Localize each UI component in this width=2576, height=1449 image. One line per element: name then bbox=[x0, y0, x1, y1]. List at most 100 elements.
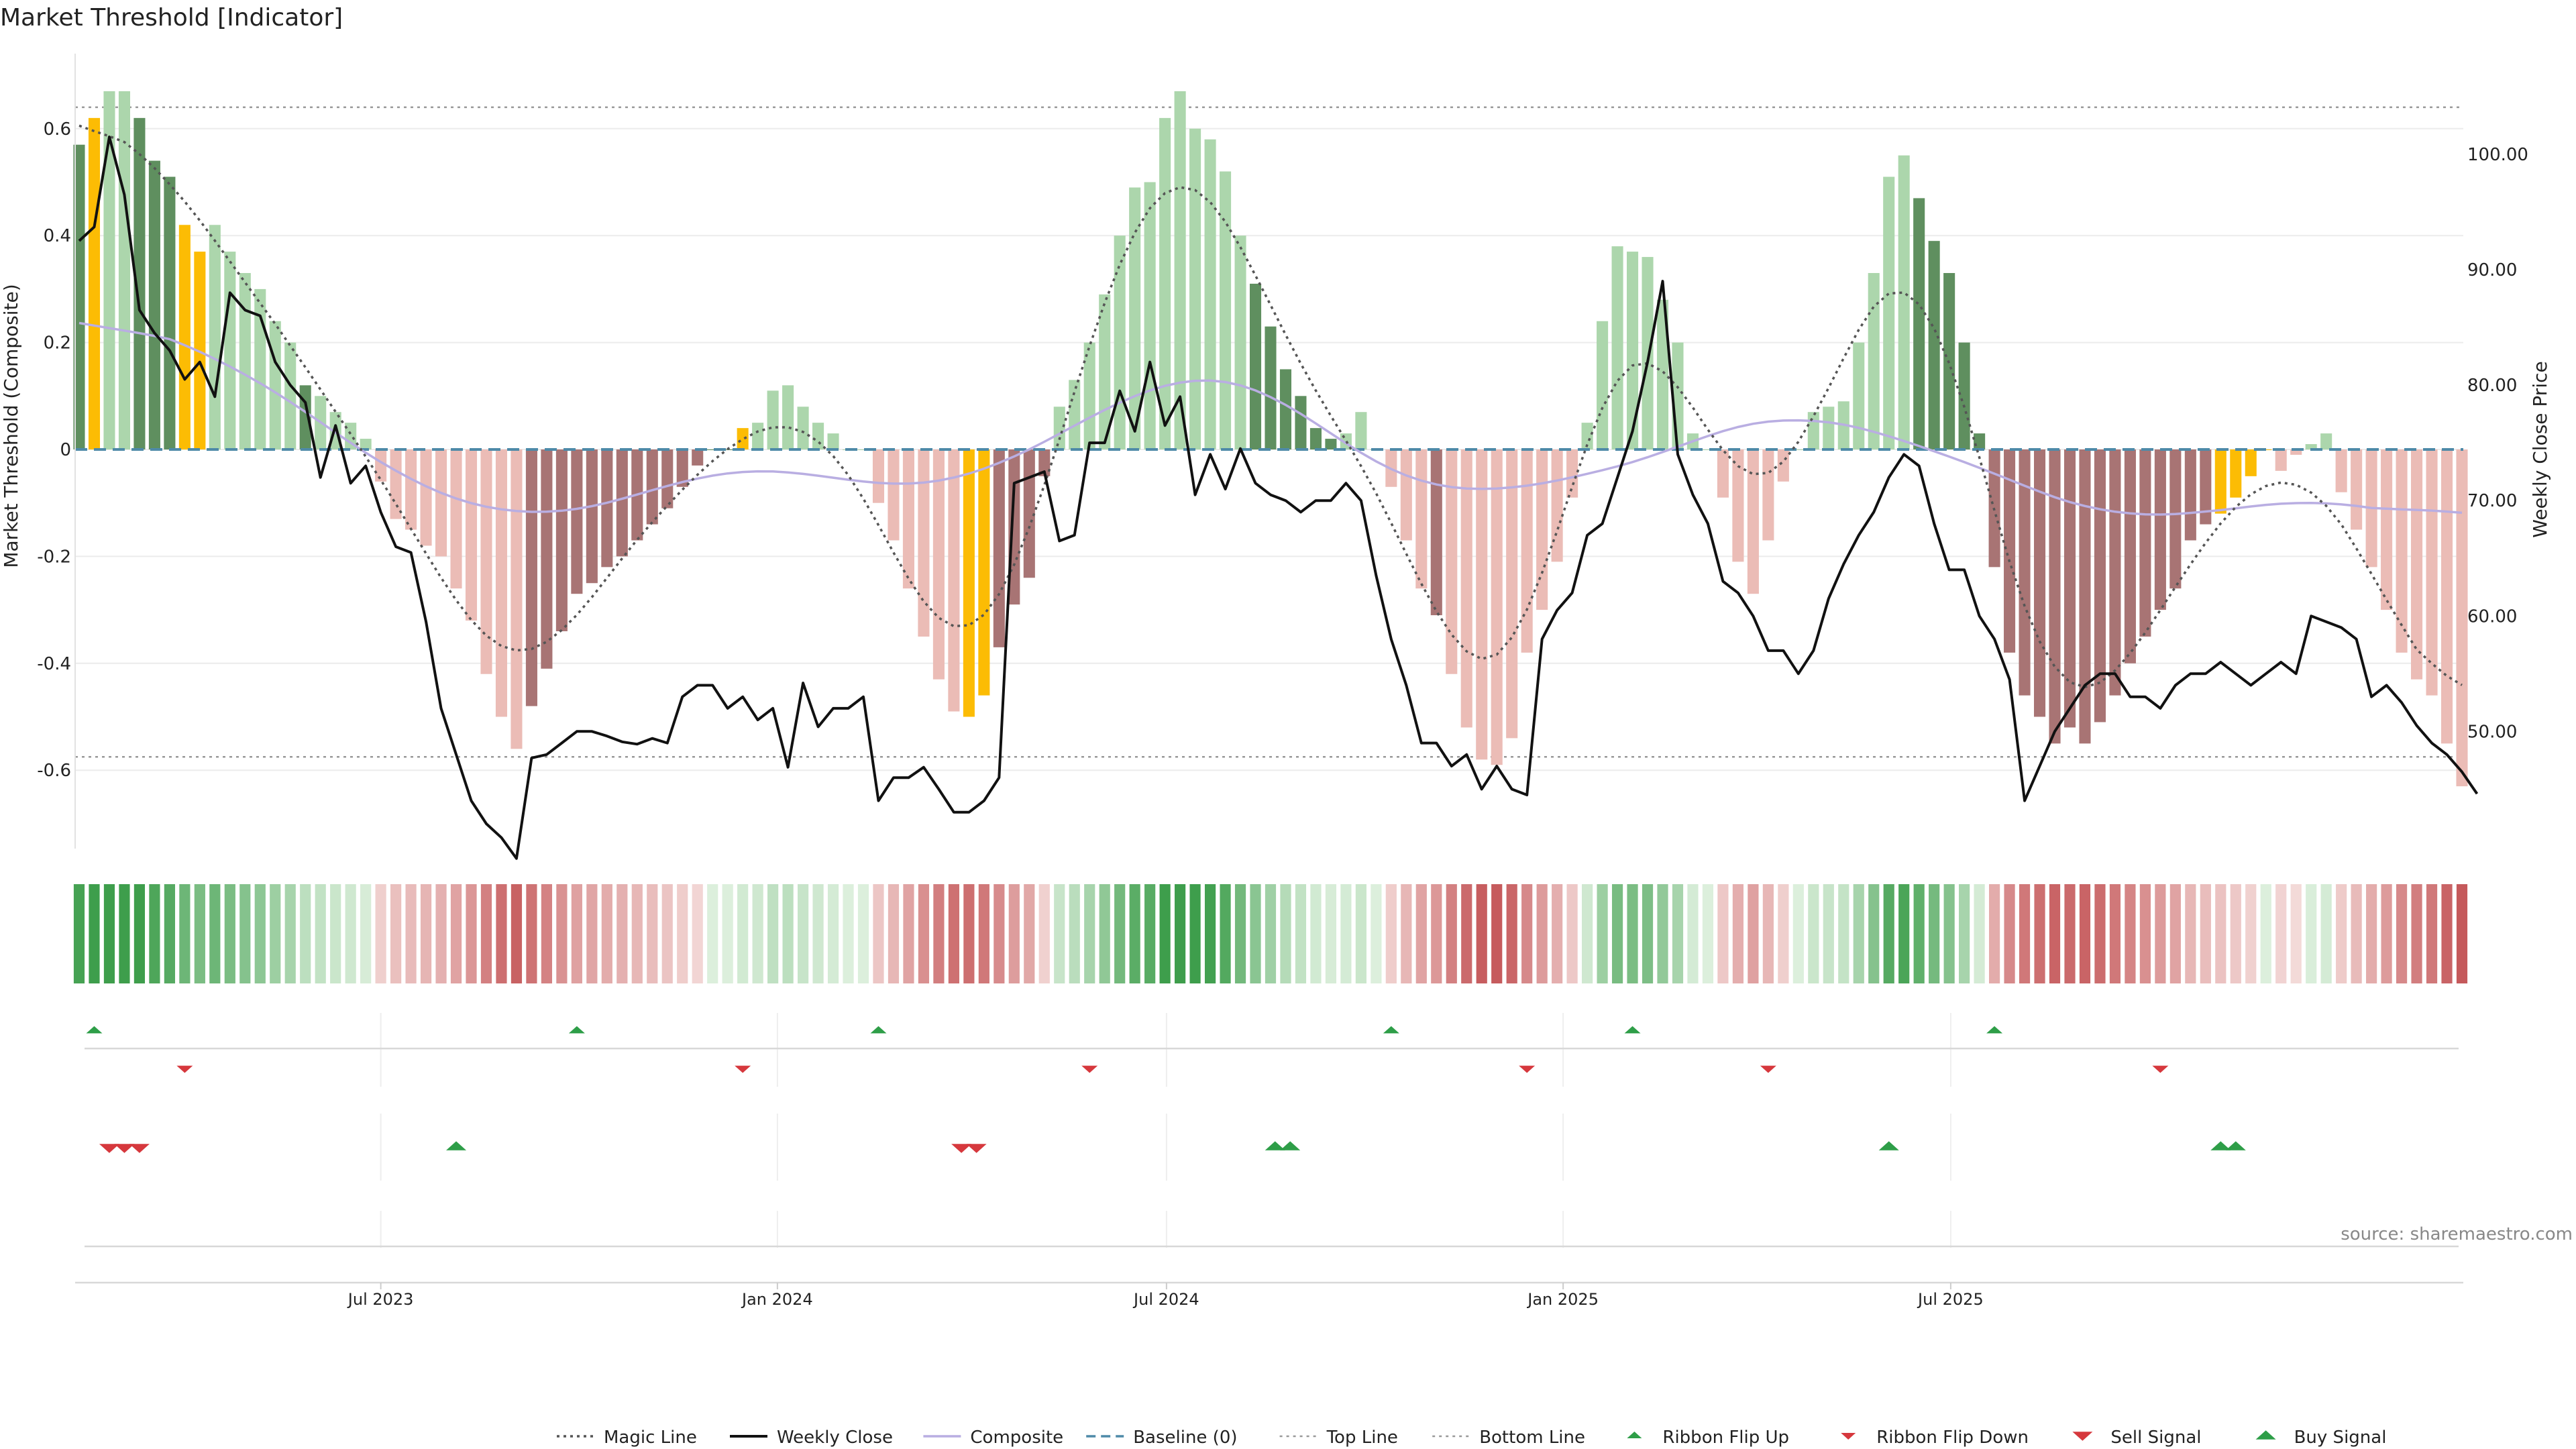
x-tick-label: Jul 2023 bbox=[347, 1290, 414, 1309]
ribbon-flip-up-marker bbox=[1986, 1026, 2003, 1034]
composite-bar bbox=[2184, 449, 2196, 541]
threshold-lines bbox=[75, 106, 2463, 758]
sell-signal-marker bbox=[99, 1144, 119, 1153]
ribbon-strip bbox=[73, 884, 2468, 983]
ribbon-cell bbox=[888, 884, 900, 983]
composite-bar bbox=[555, 449, 568, 631]
composite-bar bbox=[706, 449, 718, 450]
ribbon-cell bbox=[541, 884, 553, 983]
composite-bar bbox=[2290, 449, 2302, 455]
ribbon-cell bbox=[1024, 884, 1035, 983]
legend-item: Bottom Line bbox=[1432, 1428, 1585, 1448]
legend-label: Sell Signal bbox=[2110, 1428, 2201, 1448]
ribbon-cell bbox=[1204, 884, 1216, 983]
composite-bar bbox=[1792, 449, 1805, 450]
ribbon-cell bbox=[2125, 884, 2136, 983]
ribbon-cell bbox=[1611, 884, 1623, 983]
sell-signal-marker bbox=[951, 1144, 972, 1153]
composite-bar bbox=[1732, 449, 1744, 562]
composite-bar bbox=[254, 288, 266, 449]
composite-bar bbox=[2214, 449, 2226, 514]
composite-bar bbox=[2411, 449, 2423, 680]
composite-bar bbox=[1747, 449, 1759, 594]
y2-tick-label: 100.00 bbox=[2467, 145, 2528, 165]
ribbon-cell bbox=[420, 884, 432, 983]
composite-bar bbox=[1611, 246, 1623, 449]
composite-bar bbox=[435, 449, 447, 557]
sell-signal-marker bbox=[114, 1144, 135, 1153]
legend-swatch bbox=[1841, 1433, 1856, 1440]
x-tick-label: Jul 2024 bbox=[1132, 1290, 1199, 1309]
axes: 0.6 0.4 0.2 0 -0.2 -0.4 -0.6 100.00 90.00 80.00 70… bbox=[37, 54, 2528, 1309]
composite-bar bbox=[827, 433, 839, 449]
sell-signal-marker bbox=[966, 1144, 987, 1153]
composite-bar bbox=[133, 117, 146, 450]
ribbon-cell bbox=[2049, 884, 2061, 983]
composite-bar bbox=[2275, 449, 2287, 471]
ribbon-cell bbox=[933, 884, 945, 983]
ribbon-cell bbox=[2351, 884, 2362, 983]
composite-bar bbox=[571, 449, 583, 594]
ribbon-flip-up-marker bbox=[1383, 1026, 1399, 1034]
composite-bar bbox=[269, 321, 281, 449]
ribbon-cell bbox=[209, 884, 221, 983]
ribbon-flip-up-marker bbox=[870, 1026, 887, 1034]
composite-bar bbox=[148, 160, 160, 449]
composite-bar bbox=[2079, 449, 2091, 744]
ribbon-cell bbox=[254, 884, 266, 983]
buy-signal-marker bbox=[1265, 1141, 1285, 1150]
composite-bar bbox=[390, 449, 402, 519]
signal-panels bbox=[85, 1013, 2459, 1248]
ribbon-cell bbox=[360, 884, 372, 983]
ribbon-cell bbox=[873, 884, 884, 983]
ribbon-cell bbox=[1853, 884, 1864, 983]
ribbon-cell bbox=[1099, 884, 1110, 983]
ribbon-cell bbox=[2109, 884, 2121, 983]
composite-bar bbox=[1069, 380, 1081, 449]
ribbon-cell bbox=[1506, 884, 1517, 983]
source-note: source: sharemaestro.com bbox=[2341, 1224, 2573, 1244]
legend-item: Weekly Close bbox=[730, 1428, 893, 1448]
ribbon-cell bbox=[149, 884, 160, 983]
composite-bar bbox=[1144, 182, 1156, 449]
y2-tick-label: 80.00 bbox=[2467, 376, 2517, 396]
ribbon-cell bbox=[300, 884, 311, 983]
composite-bar bbox=[1053, 407, 1065, 449]
ribbon-cell bbox=[1974, 884, 1985, 983]
buy-signal-marker bbox=[1878, 1141, 1899, 1150]
ribbon-flip-up-marker bbox=[568, 1026, 585, 1034]
composite-bar bbox=[1807, 412, 1819, 449]
ribbon-cell bbox=[1642, 884, 1654, 983]
composite-bar bbox=[2245, 449, 2257, 476]
composite-bar bbox=[88, 117, 101, 450]
ribbon-cell bbox=[1476, 884, 1487, 983]
sell-signal-marker bbox=[129, 1144, 150, 1153]
composite-bar bbox=[420, 449, 432, 546]
composite-bar bbox=[2320, 433, 2332, 449]
composite-bar bbox=[541, 449, 553, 669]
composite-bar bbox=[2335, 449, 2347, 492]
ribbon-cell bbox=[1717, 884, 1729, 983]
composite-bar bbox=[1853, 342, 1865, 449]
ribbon-cell bbox=[1808, 884, 1819, 983]
ribbon-cell bbox=[405, 884, 417, 983]
composite-bar bbox=[857, 449, 869, 450]
composite-bar bbox=[1491, 449, 1503, 765]
composite-bar bbox=[1220, 171, 1232, 449]
ribbon-cell bbox=[1084, 884, 1095, 983]
composite-bar bbox=[405, 449, 417, 530]
composite-bar bbox=[2351, 449, 2363, 530]
composite-bar bbox=[2381, 449, 2393, 610]
composite-bar bbox=[2230, 449, 2242, 498]
ribbon-cell bbox=[752, 884, 763, 983]
legend-item: Ribbon Flip Up bbox=[1627, 1428, 1789, 1448]
ribbon-cell bbox=[2004, 884, 2015, 983]
composite-bar bbox=[1083, 342, 1095, 449]
composite-bar bbox=[2109, 449, 2121, 696]
ribbon-cell bbox=[797, 884, 809, 983]
ribbon-cell bbox=[843, 884, 854, 983]
ribbon-cell bbox=[1295, 884, 1307, 983]
composite-bar bbox=[918, 449, 930, 637]
ribbon-cell bbox=[89, 884, 100, 983]
